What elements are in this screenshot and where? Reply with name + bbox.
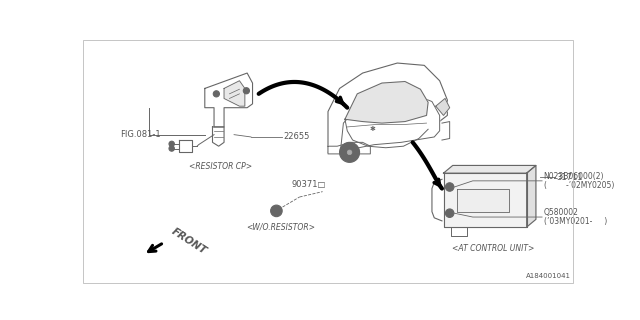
Polygon shape: [458, 188, 509, 212]
Circle shape: [215, 93, 218, 95]
Polygon shape: [436, 99, 450, 116]
Text: (        -’02MY0205): ( -’02MY0205): [543, 181, 614, 190]
Circle shape: [243, 88, 250, 94]
Circle shape: [274, 208, 279, 213]
Polygon shape: [224, 81, 245, 106]
Circle shape: [348, 150, 352, 155]
Polygon shape: [527, 165, 536, 227]
Polygon shape: [345, 82, 428, 123]
Circle shape: [169, 146, 174, 151]
Text: <W/O.RESISTOR>: <W/O.RESISTOR>: [246, 222, 315, 231]
Text: Q580002: Q580002: [543, 208, 579, 217]
Circle shape: [213, 91, 220, 97]
Text: (’03MY0201-     ): (’03MY0201- ): [543, 217, 607, 226]
Circle shape: [271, 205, 282, 217]
Text: <RESISTOR CP>: <RESISTOR CP>: [189, 162, 252, 171]
Polygon shape: [444, 165, 536, 173]
Text: N023B06000(2): N023B06000(2): [543, 172, 604, 181]
Circle shape: [344, 147, 355, 158]
Circle shape: [340, 142, 360, 162]
Text: 31711: 31711: [557, 172, 583, 181]
Circle shape: [245, 90, 248, 92]
Text: 90371□: 90371□: [292, 180, 326, 188]
Text: ✱: ✱: [370, 126, 376, 132]
Circle shape: [445, 209, 454, 217]
Polygon shape: [340, 94, 440, 152]
Polygon shape: [444, 173, 527, 227]
Text: <AT CONTROL UNIT>: <AT CONTROL UNIT>: [452, 244, 534, 253]
Text: FIG.081-1: FIG.081-1: [120, 130, 161, 139]
Text: FRONT: FRONT: [170, 226, 209, 256]
Circle shape: [445, 183, 454, 191]
Circle shape: [169, 141, 174, 147]
Polygon shape: [212, 127, 224, 146]
Text: A184001041: A184001041: [525, 273, 570, 279]
Polygon shape: [328, 142, 371, 154]
Polygon shape: [205, 73, 253, 127]
Text: 22655: 22655: [284, 132, 310, 141]
Polygon shape: [328, 63, 447, 152]
Polygon shape: [179, 140, 192, 152]
